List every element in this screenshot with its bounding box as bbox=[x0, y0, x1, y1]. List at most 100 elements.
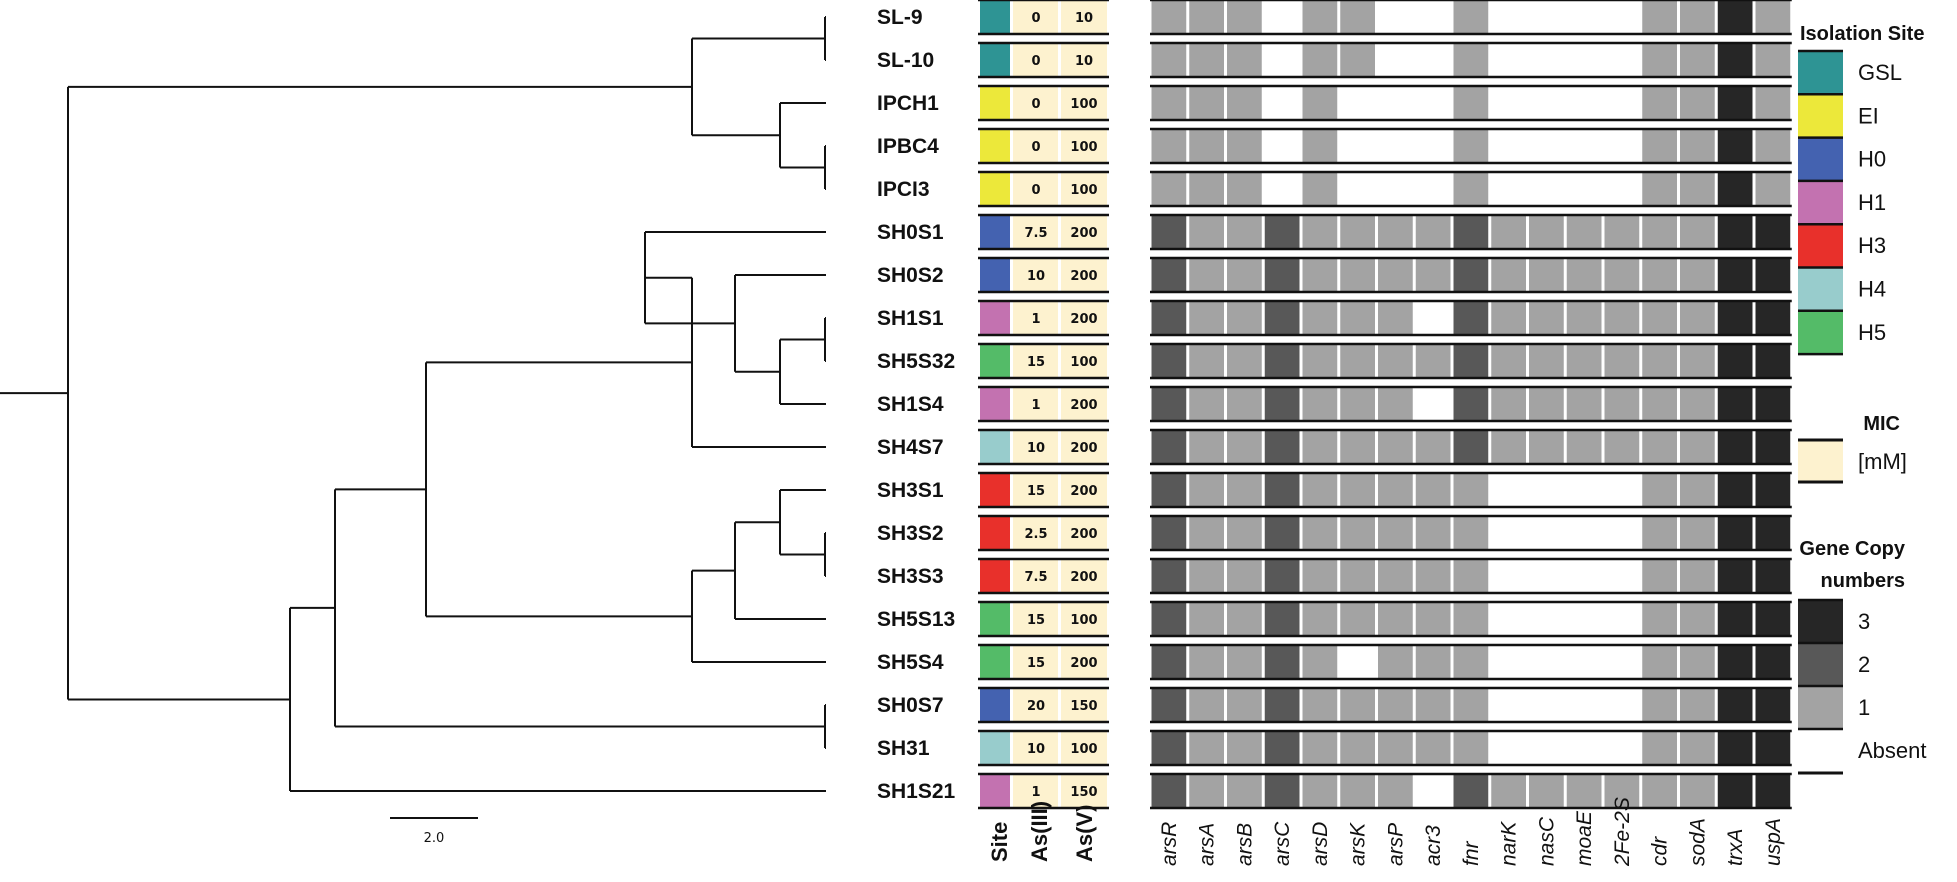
gene-copy-cell-trxA bbox=[1717, 516, 1753, 550]
as3-mic-value: 15 bbox=[1027, 484, 1045, 499]
gene-copy-cell-fnr bbox=[1453, 258, 1489, 292]
gene-copy-legend: 3 2 1 Absent bbox=[1798, 598, 1927, 775]
gene-copy-cell-arsD bbox=[1302, 344, 1338, 378]
gene-copy-cell-acr3 bbox=[1415, 602, 1451, 636]
as3-mic-value: 15 bbox=[1027, 613, 1045, 628]
gene-copy-cell-trxA bbox=[1717, 774, 1753, 808]
gene-copy-cell-arsD bbox=[1302, 731, 1338, 765]
as5-mic-cell bbox=[1061, 129, 1107, 163]
gene-copy-cell-arsC bbox=[1264, 602, 1300, 636]
gene-copy-cell-arsR bbox=[1151, 387, 1187, 421]
gene-copy-cell-arsR bbox=[1151, 688, 1187, 722]
gene-copy-cell-arsP bbox=[1378, 301, 1413, 335]
gene-copy-cell-arsC bbox=[1264, 559, 1300, 593]
mic-legend-unit: [mM] bbox=[1858, 449, 1907, 474]
as3-mic-cell bbox=[1013, 0, 1058, 34]
gene-copy-cell-arsA bbox=[1189, 301, 1224, 335]
gene-copy-cell-fnr bbox=[1453, 430, 1489, 464]
gene-copy-cell-fnr bbox=[1453, 43, 1489, 77]
gene-copy-cell-arsB bbox=[1227, 602, 1262, 636]
gene-copy-cell-trxA bbox=[1717, 344, 1753, 378]
as3-mic-cell bbox=[1013, 602, 1058, 636]
gene-copy-cell-sodA bbox=[1680, 86, 1715, 120]
gene-copy-cell-cdr bbox=[1642, 301, 1677, 335]
gene-copy-cell-uspA bbox=[1755, 344, 1791, 378]
gene-labels: arsR arsA arsB arsC arsD arsK arsP acr3 fnr narK n… bbox=[1158, 797, 1785, 867]
gene-copy-cell-arsC bbox=[1264, 516, 1300, 550]
mic-legend-title: MIC bbox=[1863, 413, 1900, 435]
as5-mic-cell bbox=[1061, 43, 1107, 77]
gene-label-arsR: arsR bbox=[1158, 822, 1181, 866]
gene-copy-cell-arsA bbox=[1189, 172, 1224, 206]
gene-copy-cell-arsD bbox=[1302, 215, 1338, 249]
as5-mic-cell bbox=[1061, 645, 1107, 679]
gene-copy-cell-arsK bbox=[1340, 559, 1375, 593]
gene-copy-cell-sodA bbox=[1680, 473, 1715, 507]
gene-copy-cell-arsD bbox=[1302, 0, 1338, 34]
copy-legend-label: 3 bbox=[1858, 609, 1870, 634]
gene-copy-cell-arsB bbox=[1227, 43, 1262, 77]
site-cell bbox=[980, 0, 1010, 34]
strain-label: SH5S13 bbox=[877, 608, 955, 631]
gene-copy-cell-arsK bbox=[1340, 516, 1375, 550]
gene-copy-cell-arsK bbox=[1340, 344, 1375, 378]
gene-copy-cell-cdr bbox=[1642, 129, 1677, 163]
gene-label-uspA: uspA bbox=[1762, 818, 1785, 866]
gene-copy-cell-narK bbox=[1491, 215, 1526, 249]
as3-mic-value: 0 bbox=[1031, 97, 1040, 112]
as3-mic-value: 1 bbox=[1031, 312, 1040, 327]
gene-copy-cell-arsP bbox=[1378, 430, 1413, 464]
gene-copy-cell-acr3 bbox=[1415, 559, 1451, 593]
as3-mic-cell bbox=[1013, 559, 1058, 593]
gene-copy-cell-sodA bbox=[1680, 0, 1715, 34]
gene-copy-cell-nasC bbox=[1529, 344, 1564, 378]
gene-copy-cell-arsK bbox=[1340, 0, 1375, 34]
gene-copy-cell-arsP bbox=[1378, 387, 1413, 421]
strain-label: SL-10 bbox=[877, 49, 934, 72]
site-legend-swatch bbox=[1798, 224, 1843, 268]
gene-copy-cell-arsP bbox=[1378, 774, 1413, 808]
gene-copy-cell-uspA bbox=[1755, 731, 1791, 765]
isolation-site-legend: GSL EI H0 H1 H3 H4 H5 bbox=[1798, 49, 1902, 356]
gene-copy-cell-arsC bbox=[1264, 430, 1300, 464]
gene-copy-cell-arsA bbox=[1189, 86, 1224, 120]
gene-copy-cell-acr3 bbox=[1415, 688, 1451, 722]
gene-copy-heatmap bbox=[1150, 0, 1792, 810]
gene-copy-cell-cdr bbox=[1642, 774, 1677, 808]
as5-mic-cell bbox=[1061, 559, 1107, 593]
gene-copy-cell-arsR bbox=[1151, 559, 1187, 593]
gene-copy-cell-nasC bbox=[1529, 774, 1564, 808]
site-cell bbox=[980, 258, 1010, 292]
site-cell bbox=[980, 430, 1010, 464]
gene-copy-cell-arsB bbox=[1227, 301, 1262, 335]
gene-copy-cell-arsP bbox=[1378, 559, 1413, 593]
gene-copy-cell-trxA bbox=[1717, 215, 1753, 249]
as5-mic-cell bbox=[1061, 215, 1107, 249]
as3-mic-cell bbox=[1013, 473, 1058, 507]
gene-copy-cell-arsD bbox=[1302, 688, 1338, 722]
gene-copy-cell-arsR bbox=[1151, 43, 1187, 77]
gene-copy-cell-arsP bbox=[1378, 516, 1413, 550]
gene-copy-cell-cdr bbox=[1642, 731, 1677, 765]
gene-copy-cell-arsC bbox=[1264, 473, 1300, 507]
gene-copy-cell-arsB bbox=[1227, 172, 1262, 206]
gene-copy-cell-cdr bbox=[1642, 602, 1677, 636]
as5-mic-cell bbox=[1061, 430, 1107, 464]
gene-copy-cell-fnr bbox=[1453, 344, 1489, 378]
gene-copy-cell-acr3 bbox=[1415, 645, 1451, 679]
gene-copy-cell-arsD bbox=[1302, 86, 1338, 120]
as3-mic-cell bbox=[1013, 129, 1058, 163]
gene-copy-cell-trxA bbox=[1717, 172, 1753, 206]
gene-copy-cell-arsB bbox=[1227, 258, 1262, 292]
gene-copy-cell-narK bbox=[1491, 258, 1526, 292]
gene-copy-cell-moaE bbox=[1566, 774, 1602, 808]
gene-copy-cell-uspA bbox=[1755, 602, 1791, 636]
gene-copy-cell-arsP bbox=[1378, 688, 1413, 722]
gene-copy-cell-uspA bbox=[1755, 43, 1791, 77]
gene-copy-cell-sodA bbox=[1680, 387, 1715, 421]
gene-copy-cell-arsK bbox=[1340, 387, 1375, 421]
gene-copy-cell-cdr bbox=[1642, 516, 1677, 550]
gene-copy-cell-sodA bbox=[1680, 301, 1715, 335]
as5-mic-value: 200 bbox=[1070, 398, 1097, 413]
gene-copy-cell-sodA bbox=[1680, 559, 1715, 593]
